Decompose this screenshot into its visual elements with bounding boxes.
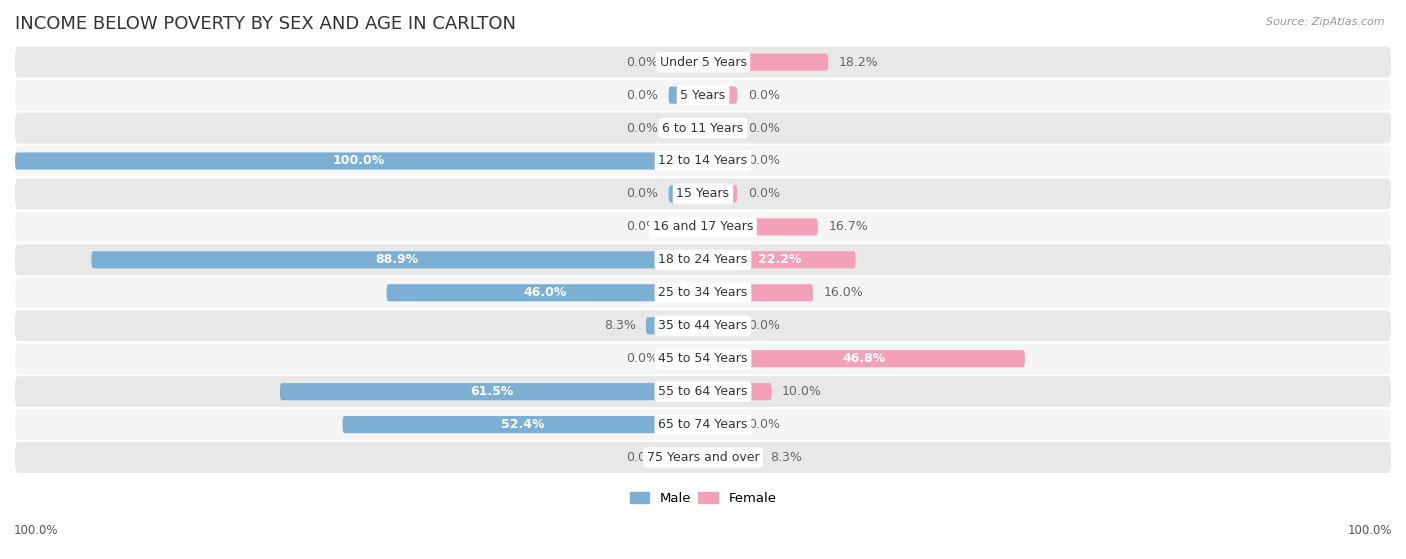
FancyBboxPatch shape <box>15 343 1391 374</box>
FancyBboxPatch shape <box>343 416 703 433</box>
FancyBboxPatch shape <box>703 383 772 400</box>
FancyBboxPatch shape <box>15 409 1391 440</box>
FancyBboxPatch shape <box>15 178 1391 210</box>
Text: 0.0%: 0.0% <box>748 121 780 135</box>
Text: INCOME BELOW POVERTY BY SEX AND AGE IN CARLTON: INCOME BELOW POVERTY BY SEX AND AGE IN C… <box>15 15 516 33</box>
FancyBboxPatch shape <box>91 252 703 268</box>
Text: Under 5 Years: Under 5 Years <box>659 56 747 69</box>
FancyBboxPatch shape <box>669 350 703 367</box>
Text: 16.0%: 16.0% <box>824 286 863 299</box>
FancyBboxPatch shape <box>669 186 703 202</box>
FancyBboxPatch shape <box>15 277 1391 308</box>
Text: 0.0%: 0.0% <box>748 154 780 168</box>
FancyBboxPatch shape <box>669 87 703 103</box>
Text: 100.0%: 100.0% <box>333 154 385 168</box>
Text: 0.0%: 0.0% <box>626 451 658 464</box>
FancyBboxPatch shape <box>703 449 761 466</box>
Text: 16.7%: 16.7% <box>828 220 868 234</box>
FancyBboxPatch shape <box>703 186 737 202</box>
Text: 0.0%: 0.0% <box>626 88 658 102</box>
Text: 55 to 64 Years: 55 to 64 Years <box>658 385 748 398</box>
FancyBboxPatch shape <box>15 79 1391 111</box>
Text: 8.3%: 8.3% <box>603 319 636 332</box>
Text: 100.0%: 100.0% <box>14 524 59 537</box>
FancyBboxPatch shape <box>15 310 1391 341</box>
FancyBboxPatch shape <box>669 449 703 466</box>
Text: 75 Years and over: 75 Years and over <box>647 451 759 464</box>
FancyBboxPatch shape <box>15 442 1391 473</box>
Text: 18.2%: 18.2% <box>838 56 879 69</box>
Text: 0.0%: 0.0% <box>748 88 780 102</box>
Text: 46.0%: 46.0% <box>523 286 567 299</box>
FancyBboxPatch shape <box>15 145 1391 177</box>
Text: 0.0%: 0.0% <box>748 187 780 201</box>
Text: 15 Years: 15 Years <box>676 187 730 201</box>
Text: 16 and 17 Years: 16 and 17 Years <box>652 220 754 234</box>
Text: 18 to 24 Years: 18 to 24 Years <box>658 253 748 266</box>
FancyBboxPatch shape <box>15 211 1391 243</box>
Text: 46.8%: 46.8% <box>842 352 886 365</box>
Text: 100.0%: 100.0% <box>1347 524 1392 537</box>
Text: 0.0%: 0.0% <box>626 121 658 135</box>
Text: 0.0%: 0.0% <box>626 56 658 69</box>
FancyBboxPatch shape <box>15 153 703 169</box>
FancyBboxPatch shape <box>703 317 737 334</box>
Text: 25 to 34 Years: 25 to 34 Years <box>658 286 748 299</box>
Text: 35 to 44 Years: 35 to 44 Years <box>658 319 748 332</box>
Text: 52.4%: 52.4% <box>501 418 544 431</box>
FancyBboxPatch shape <box>703 153 737 169</box>
FancyBboxPatch shape <box>703 120 737 136</box>
Legend: Male, Female: Male, Female <box>624 486 782 510</box>
FancyBboxPatch shape <box>703 350 1025 367</box>
FancyBboxPatch shape <box>15 46 1391 78</box>
Text: Source: ZipAtlas.com: Source: ZipAtlas.com <box>1267 17 1385 27</box>
FancyBboxPatch shape <box>669 219 703 235</box>
Text: 8.3%: 8.3% <box>770 451 803 464</box>
FancyBboxPatch shape <box>703 219 818 235</box>
FancyBboxPatch shape <box>669 54 703 70</box>
FancyBboxPatch shape <box>15 376 1391 407</box>
Text: 0.0%: 0.0% <box>748 319 780 332</box>
FancyBboxPatch shape <box>15 112 1391 144</box>
FancyBboxPatch shape <box>703 284 813 301</box>
Text: 61.5%: 61.5% <box>470 385 513 398</box>
FancyBboxPatch shape <box>645 317 703 334</box>
Text: 6 to 11 Years: 6 to 11 Years <box>662 121 744 135</box>
Text: 0.0%: 0.0% <box>626 220 658 234</box>
FancyBboxPatch shape <box>669 120 703 136</box>
FancyBboxPatch shape <box>387 284 703 301</box>
FancyBboxPatch shape <box>703 87 737 103</box>
Text: 65 to 74 Years: 65 to 74 Years <box>658 418 748 431</box>
FancyBboxPatch shape <box>15 244 1391 276</box>
FancyBboxPatch shape <box>280 383 703 400</box>
Text: 10.0%: 10.0% <box>782 385 823 398</box>
Text: 5 Years: 5 Years <box>681 88 725 102</box>
FancyBboxPatch shape <box>703 252 856 268</box>
Text: 0.0%: 0.0% <box>626 187 658 201</box>
Text: 45 to 54 Years: 45 to 54 Years <box>658 352 748 365</box>
Text: 88.9%: 88.9% <box>375 253 419 266</box>
FancyBboxPatch shape <box>703 54 828 70</box>
Text: 22.2%: 22.2% <box>758 253 801 266</box>
FancyBboxPatch shape <box>703 416 737 433</box>
Text: 0.0%: 0.0% <box>748 418 780 431</box>
Text: 12 to 14 Years: 12 to 14 Years <box>658 154 748 168</box>
Text: 0.0%: 0.0% <box>626 352 658 365</box>
